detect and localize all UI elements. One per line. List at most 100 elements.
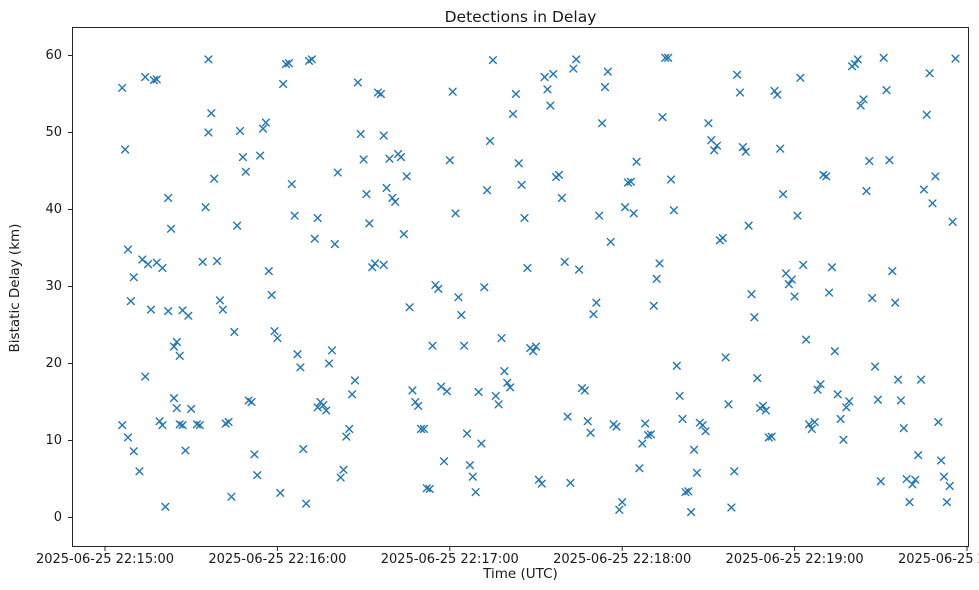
scatter-point [437, 382, 446, 391]
scatter-point [600, 82, 610, 92]
scatter-point [181, 446, 190, 455]
scatter-point [230, 327, 239, 337]
scatter-point [868, 293, 877, 303]
scatter-point [158, 421, 167, 430]
scatter-point [804, 420, 814, 429]
scatter-point [779, 190, 788, 199]
scatter-point [896, 396, 906, 405]
scatter-point [948, 217, 957, 226]
scatter-point [632, 157, 641, 166]
scatter-point [511, 89, 520, 99]
x-axis-label: Time (UTC) [483, 566, 558, 582]
scatter-point [885, 156, 894, 165]
scatter-point [767, 432, 776, 441]
scatter-point [684, 487, 693, 496]
scatter-point [445, 156, 454, 165]
scatter-point [227, 492, 236, 501]
scatter-point [169, 342, 179, 351]
scatter-point [503, 378, 512, 387]
scatter-point [451, 209, 460, 218]
scatter-point [118, 83, 127, 92]
scatter-point [146, 305, 156, 314]
scatter-point [299, 444, 308, 454]
scatter-point [761, 406, 770, 415]
scatter-point [238, 153, 248, 162]
scatter-point [543, 85, 552, 94]
scatter-point [687, 508, 696, 517]
scatter-point [198, 257, 207, 266]
scatter-point [842, 403, 851, 412]
scatter-point [876, 477, 885, 486]
scatter-point [310, 234, 319, 243]
scatter-point [293, 350, 302, 359]
scatter-point [638, 439, 647, 448]
y-tick-label: 60 [45, 47, 62, 63]
scatter-point [882, 86, 891, 95]
scatter-point [753, 374, 762, 383]
scatter-point [692, 468, 702, 477]
y-tick-label: 30 [45, 278, 62, 294]
scatter-point [141, 372, 150, 381]
scatter-point [471, 487, 480, 497]
scatter-point [141, 72, 150, 82]
scatter-point [457, 310, 466, 320]
scatter-point [845, 397, 854, 406]
scatter-point [419, 424, 429, 434]
scatter-point [235, 126, 245, 136]
y-tick-label: 0 [53, 509, 62, 525]
scatter-point [359, 155, 368, 164]
scatter-point [158, 263, 167, 273]
scatter-point [313, 213, 322, 223]
scatter-point [916, 375, 926, 384]
scatter-point [531, 342, 541, 351]
scatter-point [939, 472, 949, 481]
scatter-point [494, 400, 503, 409]
scatter-point [724, 400, 733, 409]
scatter-point [370, 259, 380, 268]
scatter-point [830, 347, 839, 356]
scatter-point [172, 337, 181, 347]
scatter-point [485, 136, 495, 146]
scatter-point [164, 193, 173, 203]
scatter-point [606, 237, 615, 246]
scatter-point [856, 101, 865, 110]
scatter-point [218, 305, 227, 314]
scatter-point [256, 151, 265, 160]
scatter-point [827, 263, 837, 272]
scatter-point [402, 172, 411, 181]
scatter-point [853, 55, 862, 64]
scatter-point [350, 376, 360, 385]
scatter-point [129, 273, 138, 282]
scatter-point [919, 185, 929, 194]
scatter-point [704, 119, 713, 128]
scatter-point [379, 131, 388, 140]
scatter-point [801, 335, 811, 344]
scatter-point [931, 172, 940, 181]
scatter-point [537, 479, 546, 488]
scatter-point [356, 129, 365, 139]
scatter-point [434, 284, 443, 293]
scatter-point [859, 95, 868, 104]
scatter-point [195, 421, 204, 430]
scatter-point [258, 124, 268, 133]
scatter-point [416, 424, 426, 434]
scatter-point [279, 79, 288, 89]
scatter-point [566, 478, 575, 487]
scatter-point [583, 417, 592, 426]
scatter-point [595, 211, 604, 220]
scatter-point [649, 301, 658, 310]
scatter-point [799, 260, 808, 270]
scatter-point [951, 54, 960, 63]
scatter-point [549, 69, 558, 79]
x-tick-label: 2025-06-25 22:18:00 [553, 552, 692, 567]
scatter-point [790, 292, 799, 301]
scatter-point [284, 59, 293, 68]
scatter-point [557, 193, 566, 203]
scatter-point [454, 293, 463, 302]
scatter-point [247, 397, 256, 407]
y-axis-label: Bistatic Delay (km) [7, 223, 23, 353]
scatter-point [592, 298, 601, 307]
scatter-point [253, 471, 262, 480]
